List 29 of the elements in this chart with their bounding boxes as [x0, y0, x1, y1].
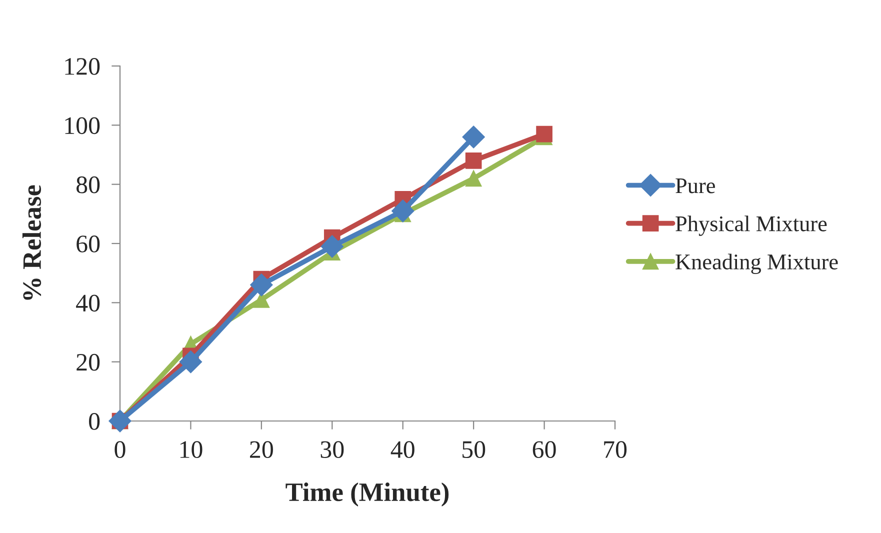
y-tick-label: 40	[76, 294, 100, 312]
x-tick-label: 0	[114, 441, 126, 458]
y-tick-label: 120	[65, 58, 100, 75]
point	[465, 170, 482, 187]
y-tick-label: 80	[76, 176, 100, 194]
point	[179, 350, 202, 374]
x-tick-label: 60	[532, 441, 556, 458]
point	[108, 410, 132, 432]
point	[320, 235, 344, 258]
legend-label: Kneading Mixture	[676, 254, 838, 274]
legend-label: Pure	[676, 178, 715, 194]
x-tick-label: 20	[250, 441, 273, 458]
point	[250, 274, 273, 296]
legend-label: Physical Mixture	[676, 216, 827, 236]
x-tick-label: 70	[604, 441, 627, 458]
point	[462, 126, 485, 148]
y-axis-title: % Release	[22, 185, 42, 300]
x-tick-label: 40	[390, 441, 414, 458]
y-tick-label: 20	[76, 354, 100, 371]
x-axis-title: Time (Minute)	[286, 482, 449, 506]
point	[392, 200, 414, 222]
x-tick-label: 50	[462, 441, 486, 458]
x-tick-label: 30	[320, 441, 344, 458]
y-tick-label: 0	[89, 413, 100, 430]
point	[465, 152, 482, 169]
point	[536, 126, 552, 142]
y-tick-label: 100	[65, 117, 100, 134]
x-tick-label: 10	[180, 441, 202, 458]
y-tick-label: 60	[76, 236, 100, 252]
